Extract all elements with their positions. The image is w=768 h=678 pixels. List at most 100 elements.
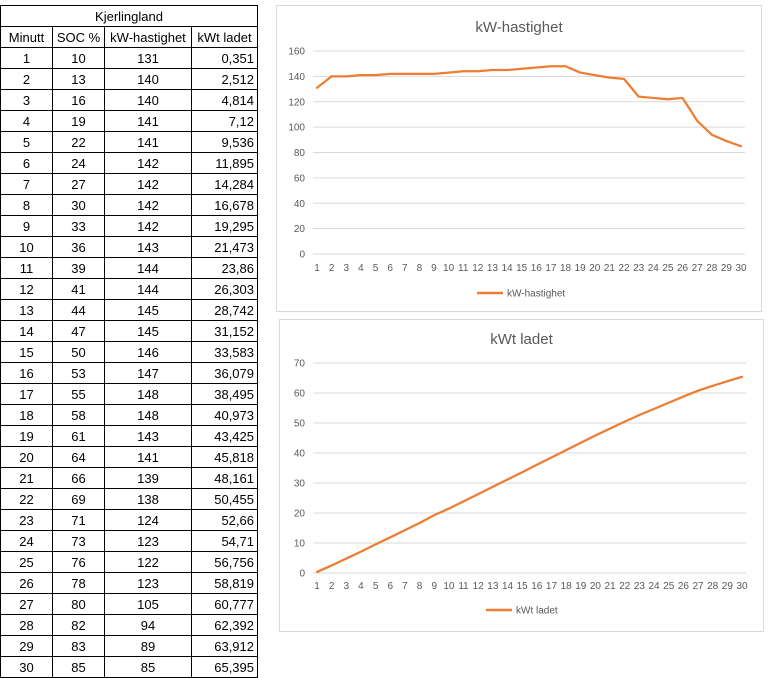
cell-soc: 27: [52, 173, 105, 195]
x-tick-label: 4: [358, 581, 364, 592]
cell-soc: 83: [52, 635, 105, 657]
data-point: [710, 133, 713, 136]
x-tick-label: 16: [531, 581, 543, 592]
cell-soc: 82: [52, 614, 105, 636]
cell-soc: 64: [52, 446, 105, 468]
cell-kw-hastighet: 146: [104, 341, 192, 363]
cell-kwt-ladet: 33,583: [191, 341, 258, 363]
data-point: [330, 75, 333, 78]
table-row: 19 61 143 43,425: [0, 425, 258, 447]
series-line: [315, 375, 744, 574]
cell-soc: 61: [52, 425, 105, 447]
cell-soc: 71: [52, 509, 105, 531]
data-point: [316, 86, 318, 89]
cell-kw-hastighet: 142: [104, 173, 192, 195]
data-point: [374, 74, 377, 76]
table-row: 28 82 94 62,392: [0, 614, 258, 636]
cell-minutt: 21: [0, 467, 53, 489]
cell-kw-hastighet: 148: [104, 383, 192, 405]
y-tick-label: 0: [299, 250, 305, 261]
x-tick-label: 19: [575, 581, 587, 592]
legend-label: kW-hastighet: [507, 289, 565, 300]
cell-minutt: 12: [0, 278, 53, 300]
x-tick-label: 7: [402, 581, 408, 592]
x-tick-label: 21: [604, 263, 616, 274]
series-line: [315, 65, 743, 148]
cell-kw-hastighet: 145: [104, 299, 192, 321]
x-tick-label: 17: [546, 581, 558, 592]
x-tick-label: 6: [387, 263, 393, 274]
cell-kwt-ladet: 2,512: [191, 68, 258, 90]
cell-minutt: 25: [0, 551, 53, 573]
cell-kw-hastighet: 89: [104, 635, 192, 657]
cell-kwt-ladet: 54,71: [191, 530, 258, 552]
x-tick-label: 8: [417, 263, 423, 274]
data-point: [593, 74, 596, 76]
cell-soc: 13: [52, 68, 105, 90]
cell-kw-hastighet: 142: [104, 152, 192, 174]
cell-kwt-ladet: 63,912: [191, 635, 258, 657]
data-point: [637, 95, 640, 98]
x-tick-label: 22: [618, 263, 630, 274]
x-tick-label: 5: [373, 581, 379, 592]
cell-kwt-ladet: 14,284: [191, 173, 258, 195]
cell-kw-hastighet: 140: [104, 89, 192, 111]
data-point: [492, 485, 494, 488]
cell-minutt: 26: [0, 572, 53, 594]
cell-kwt-ladet: 52,66: [191, 509, 258, 531]
data-point: [403, 73, 406, 75]
cell-kw-hastighet: 147: [104, 362, 192, 384]
data-point: [330, 564, 333, 567]
cell-minutt: 20: [0, 446, 53, 468]
cell-soc: 36: [52, 236, 105, 258]
table-row: 8 30 142 16,678: [0, 194, 258, 216]
data-point: [433, 73, 435, 75]
cell-kwt-ladet: 0,351: [191, 47, 258, 69]
table-row: 15 50 146 33,583: [0, 341, 258, 363]
cell-kwt-ladet: 7,12: [191, 110, 258, 132]
cell-kwt-ladet: 38,495: [191, 383, 258, 405]
table-row: 13 44 145 28,742: [0, 299, 258, 321]
data-point: [740, 145, 742, 147]
y-tick-label: 160: [288, 47, 305, 58]
data-point: [345, 75, 348, 78]
cell-kwt-ladet: 19,295: [191, 215, 258, 237]
cell-kwt-ladet: 21,473: [191, 236, 258, 258]
cell-soc: 69: [52, 488, 105, 510]
cell-minutt: 22: [0, 488, 53, 510]
x-tick-label: 7: [402, 263, 408, 274]
cell-minutt: 27: [0, 593, 53, 615]
x-tick-label: 12: [472, 263, 484, 274]
table-title: Kjerlingland: [0, 5, 258, 27]
cell-kw-hastighet: 142: [104, 215, 192, 237]
data-point: [389, 536, 392, 539]
cell-minutt: 28: [0, 614, 53, 636]
y-tick-label: 0: [299, 569, 305, 580]
cell-kwt-ladet: 48,161: [191, 467, 258, 489]
data-point: [477, 70, 479, 73]
cell-kw-hastighet: 143: [104, 236, 192, 258]
cell-kw-hastighet: 139: [104, 467, 192, 489]
cell-minutt: 19: [0, 425, 53, 447]
data-point: [345, 557, 348, 560]
column-header-soc: SOC %: [52, 26, 105, 48]
cell-minutt: 9: [0, 215, 53, 237]
data-point: [360, 74, 362, 76]
y-tick-label: 40: [294, 449, 306, 460]
table-row: 23 71 124 52,66: [0, 509, 258, 531]
y-tick-label: 60: [294, 389, 306, 400]
table-row: 6 24 142 11,895: [0, 152, 258, 174]
cell-soc: 47: [52, 320, 105, 342]
x-tick-label: 10: [443, 263, 455, 274]
data-point: [565, 449, 567, 451]
y-tick-label: 50: [294, 419, 306, 430]
x-tick-label: 21: [605, 581, 617, 592]
cell-minutt: 4: [0, 110, 53, 132]
cell-kw-hastighet: 140: [104, 68, 192, 90]
cell-minutt: 1: [0, 47, 53, 69]
data-point: [697, 389, 699, 392]
y-tick-label: 140: [288, 72, 305, 83]
table-row: 18 58 148 40,973: [0, 404, 258, 426]
data-point: [579, 441, 582, 444]
table-row: 11 39 144 23,86: [0, 257, 258, 279]
